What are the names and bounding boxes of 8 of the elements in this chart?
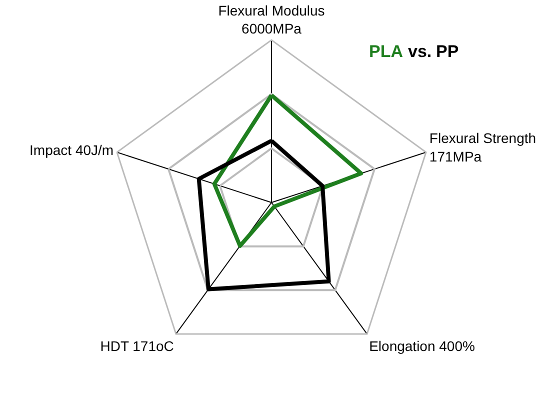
spoke-label: Flexural Modulus 6000MPa [218,2,325,37]
spoke-label: Impact 40J/m [30,142,114,158]
text: vs. [408,42,432,61]
spoke-label: Elongation 400% [369,338,475,354]
text: PLA [369,42,403,61]
spoke-label: HDT 171oC [100,338,174,354]
spoke-label: Flexural Strength 171MPa [429,130,536,164]
text: PP [436,42,459,61]
